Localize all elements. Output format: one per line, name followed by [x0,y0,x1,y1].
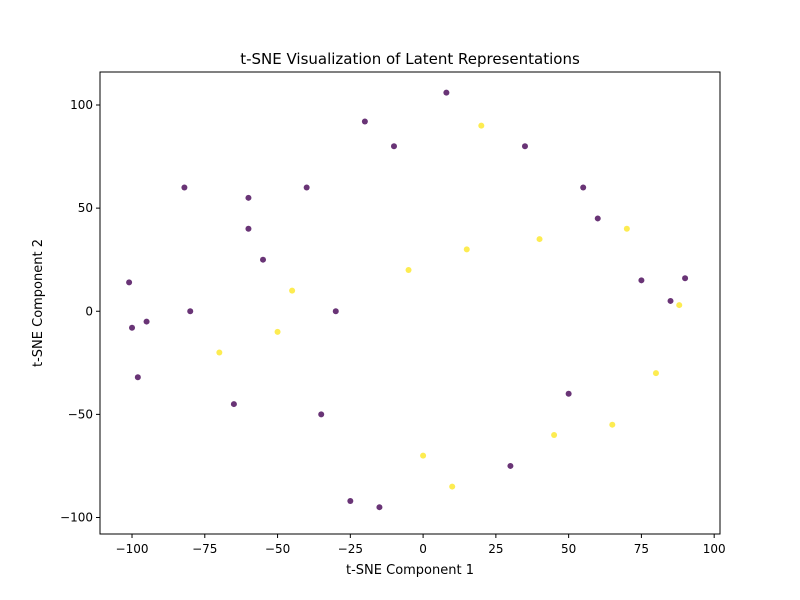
y-tick-label: 50 [78,201,93,215]
data-point [274,328,281,335]
data-point [551,432,558,438]
y-tick-label: −50 [68,407,93,421]
x-tick-label: 100 [703,542,726,556]
data-point [682,275,689,282]
x-tick-label: −100 [116,542,149,556]
data-point [143,318,150,325]
data-point [129,324,136,331]
data-point [638,277,645,284]
data-point [260,256,267,263]
data-point [126,279,133,286]
data-point [134,374,141,381]
data-point [536,236,543,243]
data-point [652,370,659,377]
x-tick-label: 0 [419,542,427,556]
data-point [347,498,354,504]
data-point [594,215,601,222]
data-point [565,390,572,397]
data-point [332,308,339,315]
data-point [580,184,587,191]
x-axis-label: t-SNE Component 1 [346,563,474,578]
data-point [245,225,252,232]
x-tick-label: 50 [561,542,576,556]
data-point [609,421,616,428]
y-axis-ticks: −100 −50 0 50 100 [60,98,100,525]
x-tick-label: −50 [265,542,290,556]
data-point [405,267,412,273]
y-tick-label: 0 [85,304,93,318]
x-tick-label: −75 [192,542,217,556]
data-point [676,302,683,309]
x-axis-ticks: −100 −75 −50 −25 0 25 50 75 100 [116,534,726,556]
x-tick-label: 25 [488,542,503,556]
data-point [390,143,397,150]
data-point [507,462,514,469]
data-point [623,225,630,232]
scatter-points [126,89,689,511]
x-tick-label: −25 [338,542,363,556]
data-point [303,184,310,191]
y-tick-label: −100 [60,511,93,525]
data-point [463,246,470,253]
data-point [361,118,368,125]
data-point [216,349,223,356]
data-point [187,308,194,315]
data-point [230,401,237,408]
data-point [420,452,427,459]
data-point [667,297,674,304]
data-point [181,184,188,191]
data-point [245,194,252,201]
data-point [521,143,528,150]
data-point [449,483,456,490]
data-point [376,504,383,511]
data-point [318,411,325,418]
plot-frame [99,71,721,535]
x-tick-label: 75 [634,542,649,556]
data-point [443,89,450,96]
data-point [478,122,485,129]
chart-title: t-SNE Visualization of Latent Representa… [240,50,580,68]
y-axis-label: t-SNE Component 2 [31,239,46,367]
data-point [289,287,296,294]
y-tick-label: 100 [70,98,93,112]
